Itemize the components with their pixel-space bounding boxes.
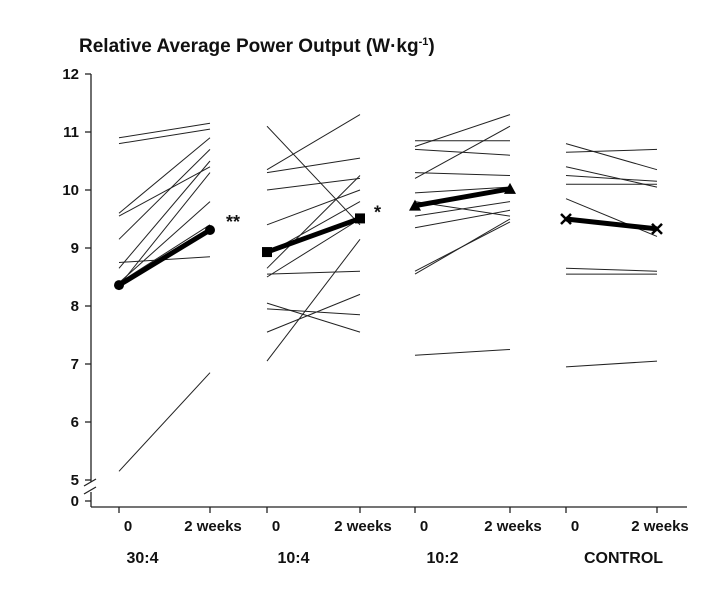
mean-marker-square xyxy=(262,247,272,258)
individual-line xyxy=(118,172,211,287)
individual-line xyxy=(118,122,211,139)
individual-line xyxy=(565,360,658,368)
individual-line xyxy=(266,218,361,278)
individual-line xyxy=(266,177,361,191)
x-tick-label: 2 weeks xyxy=(184,518,242,535)
mean-marker-triangle xyxy=(409,199,421,211)
y-tick-label: 9 xyxy=(71,240,79,257)
plot-area: ** * xyxy=(114,114,663,472)
mean-line xyxy=(266,216,361,255)
y-axis-break-mark xyxy=(83,486,97,495)
individual-line xyxy=(266,114,361,171)
individual-line xyxy=(565,143,658,171)
significance-label: ** xyxy=(226,212,240,232)
individual-line xyxy=(565,175,658,182)
individual-line xyxy=(414,186,511,194)
mean-marker-triangle xyxy=(504,182,516,194)
x-tick-label: 2 weeks xyxy=(484,518,542,535)
individual-line xyxy=(266,270,361,275)
individual-line xyxy=(414,201,511,217)
y-tick-label: 6 xyxy=(71,414,79,431)
individual-line xyxy=(118,166,211,217)
individual-line xyxy=(565,267,658,272)
individual-line xyxy=(266,125,361,226)
mean-marker-circle xyxy=(205,225,215,236)
mean-marker-square xyxy=(355,213,365,224)
y-tick-label: 8 xyxy=(71,298,79,315)
x-tick-label: 0 xyxy=(420,518,428,535)
individual-line xyxy=(414,172,511,176)
chart-title: Relative Average Power Output (W·kg-1) xyxy=(79,36,435,57)
mean-marker-cross xyxy=(651,222,663,235)
y-tick-label: 11 xyxy=(63,124,79,141)
group-label: 10:2 xyxy=(426,550,458,567)
x-tick-label: 0 xyxy=(124,518,132,535)
individual-line xyxy=(118,160,211,269)
x-tick-label: 0 xyxy=(272,518,280,535)
individual-line xyxy=(118,201,211,284)
mean-marker-circle xyxy=(114,280,124,291)
individual-line xyxy=(266,302,361,333)
individual-line xyxy=(266,175,361,269)
y-tick-label: 5 xyxy=(71,472,79,489)
y-axis-break-mark xyxy=(83,478,97,487)
x-tick-label: 2 weeks xyxy=(631,518,689,535)
individual-line xyxy=(414,349,511,356)
mean-line xyxy=(117,227,212,288)
group-label: 10:4 xyxy=(277,550,309,567)
mean-marker-cross xyxy=(560,213,572,225)
individual-line xyxy=(266,157,361,174)
significance-label: * xyxy=(374,202,381,222)
individual-line xyxy=(414,114,511,147)
y-tick-label: 7 xyxy=(71,356,79,373)
individual-line xyxy=(565,198,658,237)
individual-line xyxy=(414,209,511,229)
individual-line xyxy=(118,149,211,240)
group-label: 30:4 xyxy=(126,550,158,567)
x-tick-label: 2 weeks xyxy=(334,518,392,535)
individual-line xyxy=(266,308,361,316)
individual-line xyxy=(565,148,658,153)
axes: 12 11 10 9 8 7 6 5 0 0 2 weeks 30:4 0 2 weeks 10:4 0 2 w… xyxy=(62,66,688,567)
mean-line xyxy=(565,216,658,232)
mean-line xyxy=(414,186,511,209)
y-tick-label: 12 xyxy=(62,66,79,83)
individual-line xyxy=(266,238,361,362)
x-tick-label: 0 xyxy=(571,518,579,535)
individual-line xyxy=(414,125,511,179)
group-label: CONTROL xyxy=(584,550,663,567)
individual-line xyxy=(266,293,361,333)
individual-line xyxy=(266,189,361,226)
individual-line xyxy=(118,128,211,145)
y-tick-label: 0 xyxy=(71,493,79,510)
individual-line xyxy=(414,218,511,275)
individual-line xyxy=(118,372,211,472)
individual-line xyxy=(118,137,211,214)
y-tick-label: 10 xyxy=(62,182,79,199)
